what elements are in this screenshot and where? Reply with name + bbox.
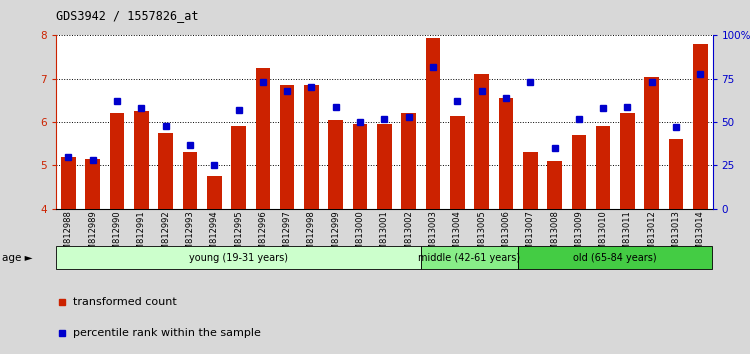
Bar	[304, 85, 319, 209]
Text: percentile rank within the sample: percentile rank within the sample	[73, 328, 260, 338]
Text: transformed count: transformed count	[73, 297, 176, 307]
Text: middle (42-61 years): middle (42-61 years)	[419, 252, 520, 263]
Bar	[280, 85, 295, 209]
Bar	[256, 68, 270, 209]
Bar	[426, 38, 440, 209]
Text: age ►: age ►	[2, 253, 33, 263]
Bar	[56, 246, 421, 269]
Bar	[158, 133, 173, 209]
Bar	[474, 74, 489, 209]
Bar	[183, 153, 197, 209]
Bar	[596, 126, 610, 209]
Bar	[499, 98, 513, 209]
Bar	[231, 126, 246, 209]
Bar	[86, 159, 100, 209]
Bar	[134, 111, 148, 209]
Bar	[693, 44, 708, 209]
Bar	[572, 135, 586, 209]
Text: GDS3942 / 1557826_at: GDS3942 / 1557826_at	[56, 9, 199, 22]
Bar	[110, 114, 125, 209]
Bar	[401, 114, 416, 209]
Bar	[644, 76, 659, 209]
Bar	[377, 124, 392, 209]
Bar	[352, 124, 368, 209]
Bar	[620, 114, 634, 209]
Text: young (19-31 years): young (19-31 years)	[189, 252, 288, 263]
Bar	[548, 161, 562, 209]
Bar	[450, 116, 464, 209]
Bar	[61, 157, 76, 209]
Bar	[328, 120, 343, 209]
Bar	[421, 246, 518, 269]
Bar	[207, 176, 221, 209]
Bar	[523, 153, 538, 209]
Bar	[669, 139, 683, 209]
Bar	[518, 246, 712, 269]
Text: old (65-84 years): old (65-84 years)	[574, 252, 657, 263]
